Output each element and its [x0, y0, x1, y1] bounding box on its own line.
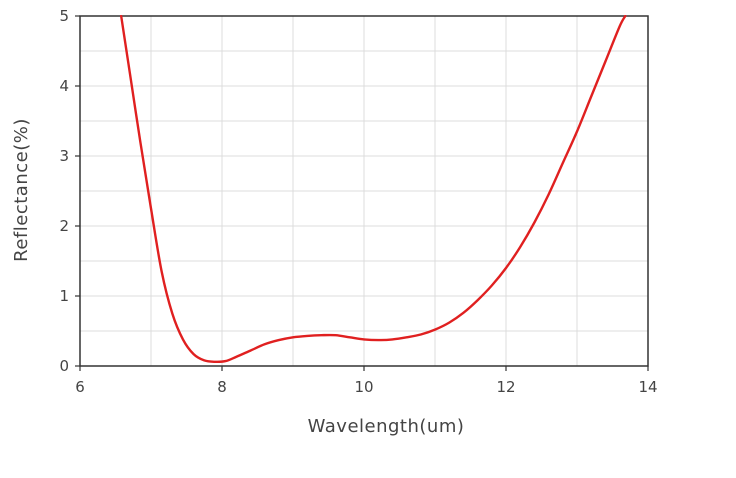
x-tick-label: 14: [638, 378, 657, 396]
y-tick-label: 1: [59, 287, 69, 305]
y-tick-label: 4: [59, 77, 69, 95]
y-axis-label: Reflectance(%): [11, 118, 32, 262]
y-tick-label: 5: [59, 7, 69, 25]
x-axis-label: Wavelength(um): [308, 416, 465, 437]
x-tick-label: 8: [217, 378, 227, 396]
y-tick-label: 3: [59, 147, 69, 165]
y-tick-label: 0: [59, 357, 69, 375]
x-tick-label: 12: [496, 378, 515, 396]
x-tick-label: 6: [75, 378, 85, 396]
y-tick-label: 2: [59, 217, 69, 235]
axes: [75, 15, 649, 371]
x-tick-label: 10: [354, 378, 373, 396]
series-layer: [119, 15, 627, 364]
reflectance-curve: [119, 15, 627, 364]
grid: [79, 15, 649, 367]
